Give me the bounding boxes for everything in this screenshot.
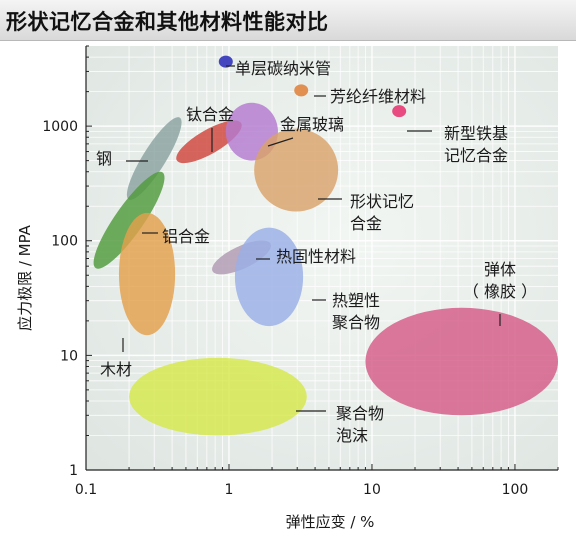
y-tick-label: 1000 <box>42 119 78 135</box>
label-新型铁基记忆合金-1: 记忆合金 <box>444 146 508 165</box>
point-新型铁基记忆合金 <box>392 105 407 118</box>
y-axis-title: 应力极限 / MPA <box>16 224 34 331</box>
region-木材 <box>118 212 176 336</box>
label-金属玻璃-0: 金属玻璃 <box>280 115 344 134</box>
y-tick-label: 10 <box>60 348 78 364</box>
region-聚合物泡沫 <box>129 357 307 436</box>
y-tick-label: 100 <box>51 234 78 250</box>
x-tick-label: 0.1 <box>75 482 97 498</box>
label-形状记忆合金-0: 形状记忆 <box>350 192 414 211</box>
label-热塑性聚合物-0: 热塑性 <box>332 291 380 310</box>
region-弹体(橡胶) <box>365 307 558 416</box>
region-钢 <box>126 117 182 200</box>
x-tick-label: 10 <box>363 482 381 498</box>
leader-金属玻璃 <box>267 137 294 147</box>
region-形状记忆合金 <box>254 128 339 212</box>
region-热塑性聚合物 <box>234 227 304 327</box>
label-钛合金-0: 钛合金 <box>186 105 234 124</box>
label-形状记忆合金-1: 合金 <box>350 214 382 233</box>
label-聚合物泡沫-1: 泡沫 <box>336 426 368 445</box>
label-热固性材料-0: 热固性材料 <box>276 247 356 266</box>
label-弹体(橡胶)-1: （ 橡胶 ） <box>463 282 537 301</box>
x-tick-label: 100 <box>502 482 529 498</box>
label-聚合物泡沫-0: 聚合物 <box>336 404 384 423</box>
region-铝合金 <box>93 171 165 269</box>
label-铝合金-0: 铝合金 <box>162 227 210 246</box>
label-弹体(橡胶)-0: 弹体 <box>484 260 516 279</box>
label-钢-0: 钢 <box>96 149 112 168</box>
x-axis-title: 弹性应变 / % <box>286 513 375 531</box>
point-单层碳纳米管 <box>218 55 233 68</box>
page-title: 形状记忆合金和其他材料性能对比 <box>6 10 329 34</box>
label-木材-0: 木材 <box>100 360 132 379</box>
label-单层碳纳米管-0: 单层碳纳米管 <box>235 59 331 78</box>
label-芳纶纤维材料-0: 芳纶纤维材料 <box>330 87 426 106</box>
label-热塑性聚合物-1: 聚合物 <box>332 313 380 332</box>
y-tick-label: 1 <box>69 463 78 479</box>
label-新型铁基记忆合金-0: 新型铁基 <box>444 124 508 143</box>
point-芳纶纤维材料 <box>294 84 309 97</box>
region-钛合金 <box>176 120 242 164</box>
x-tick-label: 1 <box>225 482 234 498</box>
header-bar: 形状记忆合金和其他材料性能对比 <box>0 0 576 41</box>
